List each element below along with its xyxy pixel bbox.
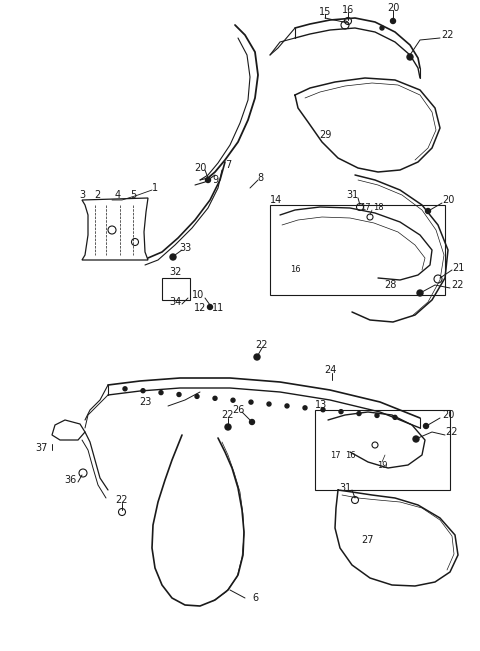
Circle shape: [391, 18, 396, 23]
Text: 23: 23: [139, 397, 151, 407]
Circle shape: [225, 424, 231, 430]
Text: 17: 17: [330, 450, 340, 460]
Bar: [270, 205, 445, 295]
Text: 37: 37: [36, 443, 48, 453]
Text: 24: 24: [324, 365, 336, 375]
Text: 18: 18: [372, 202, 384, 212]
Circle shape: [425, 208, 431, 214]
Text: 20: 20: [442, 195, 454, 205]
Text: 15: 15: [319, 7, 331, 17]
Bar: [162, 278, 190, 300]
Circle shape: [357, 411, 361, 415]
Text: 22: 22: [116, 495, 128, 505]
Circle shape: [141, 389, 145, 393]
Text: 2: 2: [94, 190, 100, 200]
Circle shape: [250, 419, 254, 424]
Circle shape: [231, 398, 235, 402]
Text: 29: 29: [319, 130, 331, 140]
Text: 20: 20: [194, 163, 206, 173]
Text: 20: 20: [442, 410, 454, 420]
Circle shape: [177, 393, 181, 396]
Circle shape: [205, 178, 211, 182]
Text: 16: 16: [342, 5, 354, 15]
Circle shape: [207, 305, 213, 309]
Text: 36: 36: [64, 475, 76, 485]
Circle shape: [413, 436, 419, 442]
Text: 3: 3: [79, 190, 85, 200]
Text: 22: 22: [222, 410, 234, 420]
Text: 22: 22: [452, 280, 464, 290]
Bar: [315, 410, 450, 490]
Circle shape: [159, 391, 163, 395]
Text: 32: 32: [169, 267, 181, 277]
Text: 7: 7: [225, 160, 231, 170]
Text: 8: 8: [257, 173, 263, 183]
Text: 31: 31: [346, 190, 358, 200]
Text: 6: 6: [252, 593, 258, 603]
Text: 22: 22: [256, 340, 268, 350]
Text: 14: 14: [270, 195, 282, 205]
Circle shape: [321, 408, 325, 411]
Circle shape: [380, 26, 384, 30]
Text: 4: 4: [115, 190, 121, 200]
Circle shape: [267, 402, 271, 406]
Circle shape: [254, 354, 260, 360]
Text: 13: 13: [315, 400, 327, 410]
Circle shape: [249, 400, 253, 404]
Text: 16: 16: [345, 450, 355, 460]
Circle shape: [339, 409, 343, 413]
Text: 31: 31: [339, 483, 351, 493]
Text: 26: 26: [232, 405, 244, 415]
Text: 22: 22: [446, 427, 458, 437]
Text: 22: 22: [441, 30, 453, 40]
Circle shape: [303, 406, 307, 410]
Text: 20: 20: [387, 3, 399, 13]
Text: 27: 27: [362, 535, 374, 545]
Text: 12: 12: [194, 303, 206, 313]
Circle shape: [375, 413, 379, 417]
Text: 33: 33: [179, 243, 191, 253]
Text: 1: 1: [152, 183, 158, 193]
Circle shape: [407, 54, 413, 60]
Circle shape: [423, 424, 429, 428]
Text: 11: 11: [212, 303, 224, 313]
Text: 9: 9: [212, 175, 218, 185]
Text: 28: 28: [384, 280, 396, 290]
Circle shape: [123, 387, 127, 391]
Text: 19: 19: [377, 460, 387, 469]
Circle shape: [195, 395, 199, 398]
Circle shape: [213, 396, 217, 400]
Text: 5: 5: [130, 190, 136, 200]
Text: 10: 10: [192, 290, 204, 300]
Circle shape: [285, 404, 289, 408]
Text: 17: 17: [360, 202, 370, 212]
Text: 16: 16: [290, 266, 300, 275]
Text: 34: 34: [169, 297, 181, 307]
Circle shape: [417, 290, 423, 296]
Circle shape: [393, 415, 397, 419]
Text: 21: 21: [452, 263, 464, 273]
Circle shape: [170, 254, 176, 260]
